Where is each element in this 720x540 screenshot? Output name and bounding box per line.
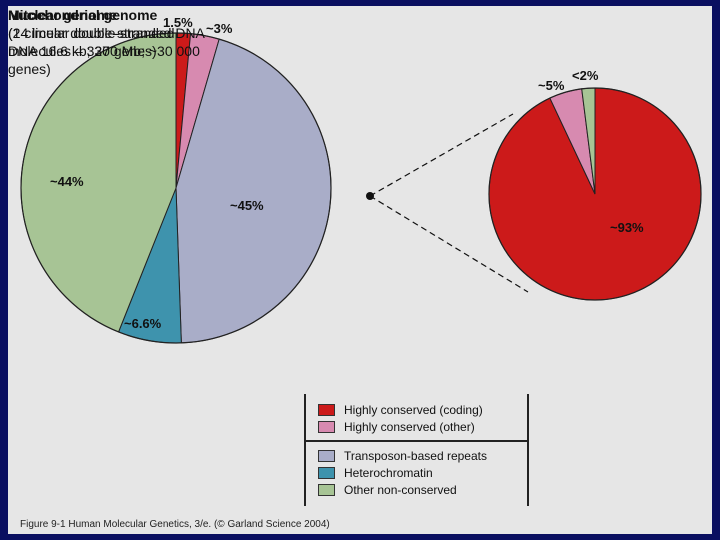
slice-value-label: ~3% [206, 21, 233, 36]
zoom-connector [366, 113, 529, 293]
slice-value-label: ~6.6% [124, 316, 162, 331]
legend-label: Highly conserved (coding) [344, 403, 483, 417]
legend-item: Highly conserved (coding) [318, 402, 483, 418]
legend-label: Transposon-based repeats [344, 449, 487, 463]
slice-value-label: ~93% [610, 220, 644, 235]
legend-swatch [318, 404, 335, 416]
legend-item: Highly conserved (other) [318, 419, 475, 435]
mitochondrial-genome-desc-line: DNA 16.6 kb; 37 genes) [8, 43, 157, 59]
legend-item: Other non-conserved [318, 482, 457, 498]
legend-label: Other non-conserved [344, 483, 457, 497]
slice-value-label: ~45% [230, 198, 264, 213]
legend-item: Heterochromatin [318, 465, 433, 481]
pie-outline [488, 87, 702, 301]
mitochondrial-genome-title: Mitochondrial genome [8, 7, 158, 23]
legend-swatch [318, 450, 335, 462]
figure-caption: Figure 9-1 Human Molecular Genetics, 3/e… [20, 519, 330, 530]
mitochondrial-genome-pie [488, 87, 702, 301]
slice-value-label: 1.5% [163, 15, 193, 30]
legend-swatch [318, 467, 335, 479]
legend-divider [306, 440, 527, 442]
figure-panel: 1.5% ~3% ~45% ~6.6% ~44% ~93% ~5% <2% Nuclear g… [8, 6, 712, 534]
nuclear-genome-desc-line: genes) [8, 61, 51, 77]
mitochondrial-genome-desc-line: (1 circular double-stranded [8, 25, 175, 41]
legend-swatch [318, 484, 335, 496]
slice-value-label: <2% [572, 68, 599, 83]
slice-value-label: ~5% [538, 78, 565, 93]
legend-label: Highly conserved (other) [344, 420, 475, 434]
nuclear-genome-desc-line: molecules – 3200 Mb; ~30 000 [8, 43, 200, 59]
nuclear-genome-desc-line: (24 linear double-stranded DNA [8, 25, 205, 41]
legend-item: Transposon-based repeats [318, 448, 487, 464]
slice-labels: 1.5% ~3% ~45% ~6.6% ~44% ~93% ~5% <2% [50, 15, 644, 331]
slice-value-label: ~44% [50, 174, 84, 189]
pie-charts: 1.5% ~3% ~45% ~6.6% ~44% ~93% ~5% <2% [20, 15, 702, 344]
legend-swatch [318, 421, 335, 433]
legend-label: Heterochromatin [344, 466, 433, 480]
nuclear-genome-title: Nuclear genome [8, 7, 117, 23]
pie-outline [20, 32, 332, 344]
legend: Highly conserved (coding) Highly conserv… [304, 394, 529, 506]
nuclear-genome-pie [20, 32, 332, 344]
